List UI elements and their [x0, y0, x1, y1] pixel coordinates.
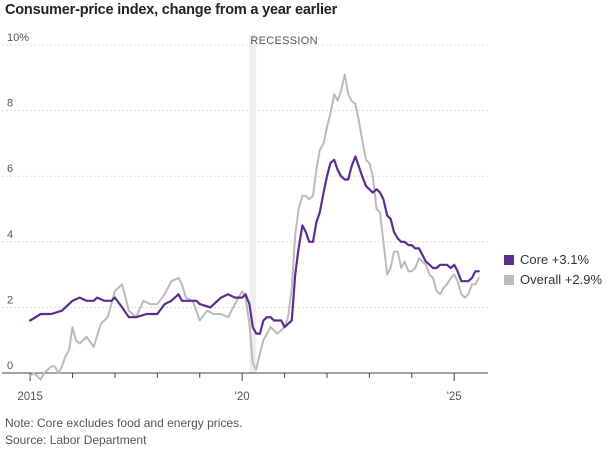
legend-item-overall: Overall +2.9%	[504, 272, 602, 287]
legend-swatch-core	[504, 254, 514, 265]
series-line-core	[29, 155, 480, 335]
chart-title: Consumer-price index, change from a year…	[5, 2, 338, 18]
series-lines	[29, 73, 480, 381]
recession-shade	[249, 35, 257, 373]
legend-item-core: Core +3.1%	[504, 252, 589, 267]
chart-note: Note: Core excludes food and energy pric…	[5, 416, 243, 430]
y-tick-label-8: 8	[7, 98, 13, 110]
y-tick-label-10: 10%	[7, 32, 29, 44]
x-tick-label-2015: 2015	[17, 391, 43, 403]
y-tick-label-4: 4	[7, 229, 13, 241]
series-line-overall	[29, 73, 480, 381]
legend-swatch-overall	[504, 274, 514, 285]
gridlines: 0 2 4 6 8 10%	[2, 32, 488, 374]
chart-source: Source: Labor Department	[5, 433, 147, 447]
y-tick-label-2: 2	[7, 294, 13, 306]
y-tick-label-6: 6	[7, 163, 13, 175]
recession-band: RECESSION	[249, 35, 318, 373]
y-tick-label-0: 0	[7, 360, 13, 372]
legend-label-overall: Overall +2.9%	[520, 272, 603, 287]
x-tick-label-2025: '25	[447, 391, 462, 403]
x-tick-label-2020: '20	[235, 391, 250, 403]
legend-label-core: Core +3.1%	[520, 252, 590, 267]
recession-label: RECESSION	[250, 35, 318, 47]
x-axis: 2015 '20 '25	[2, 372, 488, 403]
